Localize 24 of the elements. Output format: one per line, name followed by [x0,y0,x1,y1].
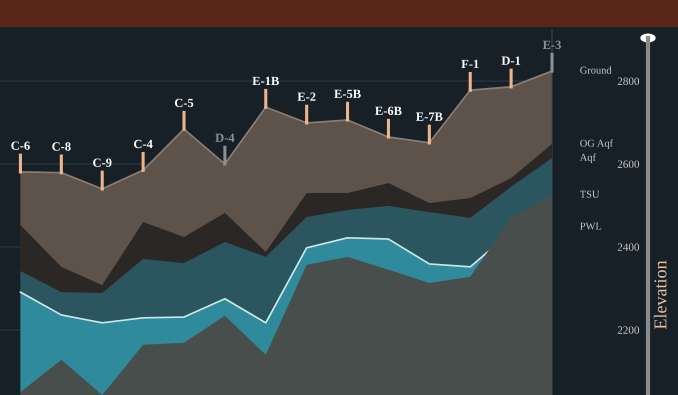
x-tick-label: E-5B [334,90,361,98]
text: OG Aqf [580,139,614,149]
text: Ground [580,66,612,74]
x-tick-label: E-3 [542,40,561,50]
x-tick-label: F-1 [461,60,479,68]
x-tick-label: C-6 [11,141,30,150]
x-tick-label: E-2 [298,92,316,101]
text: TSU [580,190,600,198]
y-axis-title: Elevation [654,260,667,330]
x-tick-label: E-1B [252,76,279,86]
y-tick-label: 2800 [618,77,640,85]
x-tick-label: E-6B [375,106,402,116]
x-tick-label: C-5 [174,98,194,108]
x-tick-label: C-9 [93,158,112,167]
y-tick-label: 2600 [618,160,640,168]
x-tick-label: C-4 [134,140,153,148]
text: PWL [580,222,602,230]
x-tick-label: D-4 [215,134,234,142]
y-tick-label: 2200 [618,326,640,334]
x-tick-label: E-7B [416,112,443,121]
y-tick-label: 2400 [618,243,640,251]
text: Aqf [580,153,596,163]
x-tick-label: C-8 [52,142,71,151]
x-tick-label: D-1 [502,56,520,65]
